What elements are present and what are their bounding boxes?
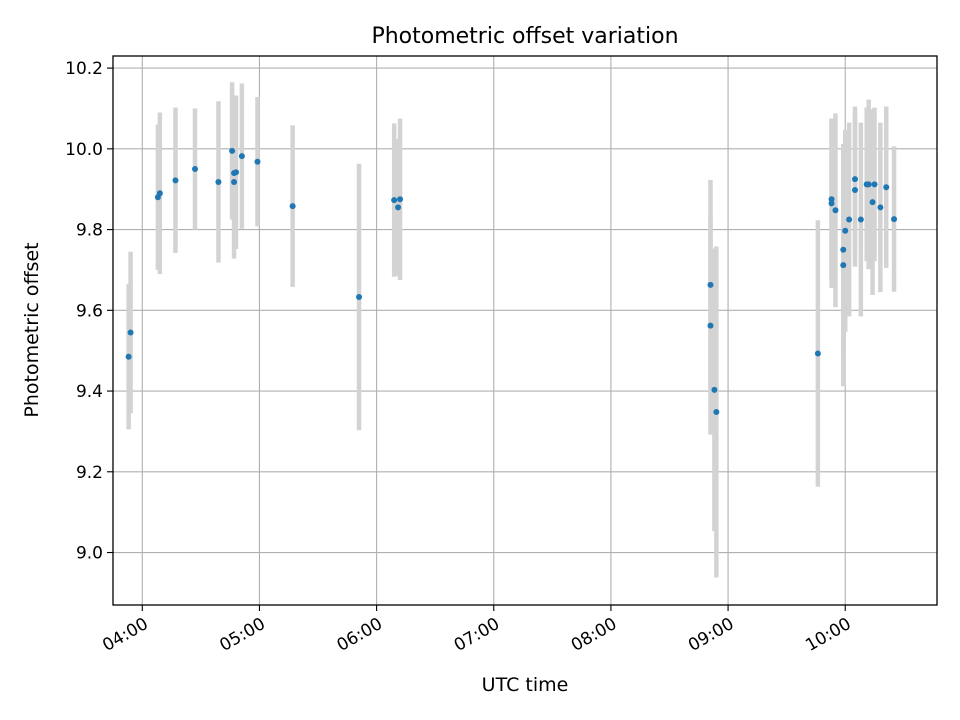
data-point: [395, 204, 402, 211]
data-point: [233, 169, 240, 176]
x-axis-ticks: 04:00 05:00 06:00 07:00 08:00 09:00 10:00: [99, 605, 855, 656]
data-point: [711, 386, 718, 393]
grid: [113, 56, 937, 605]
data-point: [713, 409, 720, 416]
x-tick-label: 05:00: [216, 614, 268, 656]
data-point: [883, 184, 890, 191]
data-point: [156, 190, 163, 197]
data-point: [840, 246, 847, 253]
data-point: [356, 293, 363, 300]
y-tick-label: 9.0: [76, 544, 103, 564]
data-point: [707, 322, 714, 329]
y-axis-ticks: 9.0 9.2 9.4 9.6 9.8 10.0 10.2: [65, 59, 113, 564]
data-point: [857, 216, 864, 223]
data-point: [891, 216, 898, 223]
x-tick-label: 06:00: [334, 614, 386, 656]
data-point: [229, 147, 236, 154]
data-point: [832, 207, 839, 214]
y-tick-label: 10.2: [65, 59, 103, 79]
x-tick-label: 07:00: [451, 614, 503, 656]
data-point: [215, 178, 222, 185]
data-point: [231, 178, 238, 185]
y-tick-label: 9.4: [76, 382, 103, 402]
data-point: [125, 353, 132, 360]
data-point: [877, 204, 884, 211]
data-point: [842, 227, 849, 234]
x-tick-label: 10:00: [802, 614, 854, 656]
y-tick-label: 9.6: [76, 301, 103, 321]
x-axis-label: UTC time: [482, 674, 569, 696]
data-point: [871, 181, 878, 188]
plot-frame: [112, 55, 938, 606]
x-tick-label: 04:00: [99, 614, 151, 656]
data-point: [254, 158, 261, 165]
data-point: [828, 200, 835, 207]
data-point: [289, 203, 296, 210]
data-point: [127, 329, 134, 336]
data-point: [391, 197, 398, 204]
x-tick-label: 08:00: [568, 614, 620, 656]
data-point: [238, 153, 245, 160]
y-tick-label: 10.0: [65, 140, 103, 160]
x-tick-label: 09:00: [685, 614, 737, 656]
y-axis-label: Photometric offset: [21, 242, 43, 417]
data-points: [125, 147, 898, 416]
y-tick-label: 9.2: [76, 463, 103, 483]
data-point: [851, 176, 858, 183]
data-point: [397, 196, 404, 203]
data-point: [172, 177, 179, 184]
data-point: [192, 166, 199, 173]
data-point: [846, 216, 853, 223]
y-tick-label: 9.8: [76, 221, 103, 241]
data-point: [840, 262, 847, 269]
chart-title: Photometric offset variation: [371, 24, 678, 49]
data-point: [814, 350, 821, 357]
data-point: [707, 281, 714, 288]
data-point: [865, 181, 872, 188]
data-point: [869, 199, 876, 206]
data-point: [851, 187, 858, 194]
